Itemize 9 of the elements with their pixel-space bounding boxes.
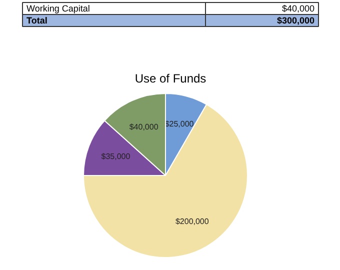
text: Working Capital xyxy=(26,4,90,14)
data-label: $25,000 xyxy=(164,120,194,129)
data-label: $35,000 xyxy=(101,152,131,161)
data-label: $200,000 xyxy=(175,217,210,226)
text: $300,000 xyxy=(276,16,315,26)
data-label: $40,000 xyxy=(129,122,159,132)
text: Total xyxy=(26,16,48,26)
chart-title: Use of Funds xyxy=(134,72,206,86)
text: $40,000 xyxy=(282,4,315,14)
